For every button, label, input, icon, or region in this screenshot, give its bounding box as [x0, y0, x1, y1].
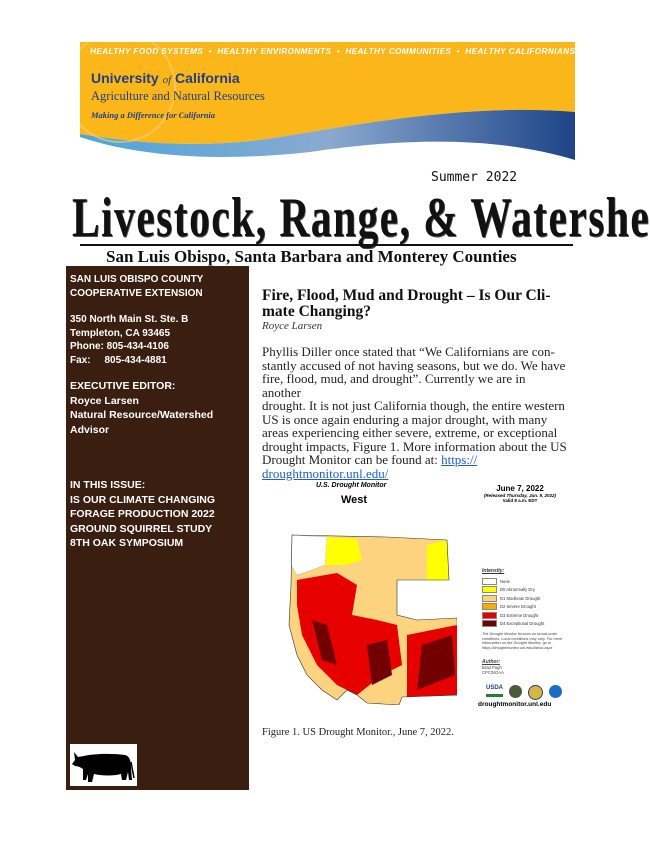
tagline-californians: HEALTHY CALIFORNIANS [465, 47, 576, 56]
office-block: SAN LUIS OBISPO COUNTY COOPERATIVE EXTEN… [70, 273, 203, 300]
office-line: SAN LUIS OBISPO COUNTY [70, 274, 204, 285]
legend-item: D3 Extreme Drought [482, 611, 544, 620]
legend-title: Intensity: [482, 568, 505, 574]
editor-heading: EXECUTIVE EDITOR: [70, 380, 176, 392]
body-line: fire, flood, mud, and drought”. Currentl… [262, 371, 526, 400]
body-line: Drought Monitor can be found at: [262, 452, 442, 467]
org-name-part2: California [175, 70, 240, 86]
division-name: Agriculture and Natural Resources [91, 89, 265, 103]
sidebar: SAN LUIS OBISPO COUNTY COOPERATIVE EXTEN… [66, 266, 249, 790]
figure-released: (Released Thursday, Jun. 9, 2022) [483, 493, 557, 498]
fax: Fax: 805-434-4881 [70, 354, 167, 366]
phone: Phone: 805-434-4106 [70, 341, 169, 352]
address-line: 350 North Main St. Ste. B [70, 314, 189, 325]
figure-caption: Figure 1. US Drought Monitor., June 7, 2… [262, 727, 454, 738]
noaa-logo [549, 685, 563, 698]
map-d4-area [312, 620, 337, 665]
body-line: drought. It is not just California thoug… [262, 398, 565, 413]
editor-title: Natural Resource/Watershed [70, 409, 214, 421]
drought-map [288, 534, 457, 705]
tagline-environments: HEALTHY ENVIRONMENTS [217, 47, 332, 56]
issue-season: Summer 2022 [431, 170, 518, 185]
legend-item: D0 Abnormally Dry [482, 586, 544, 595]
issue-item: 8TH OAK SYMPOSIUM [70, 537, 184, 549]
legend-label: D4 Exceptional Drought [500, 621, 545, 627]
map-d0-area [325, 537, 362, 565]
editor-name: Royce Larsen [70, 394, 139, 407]
legend-label: D2 Severe Drought [500, 604, 536, 610]
article-heading-line: Fire, Flood, Mud and Drought – Is Our Cl… [262, 287, 551, 304]
legend-label: None [500, 578, 511, 584]
body-line: drought impacts, Figure 1. More informat… [262, 438, 567, 454]
legend-item: D4 Exceptional Drought [482, 620, 544, 629]
cow-icon [70, 744, 137, 786]
map-outline [288, 534, 457, 705]
article-body: Phyllis Diller once stated that “We Cali… [262, 345, 567, 480]
drought-monitor-link[interactable]: https:// [441, 452, 478, 467]
article-heading: Fire, Flood, Mud and Drought – Is Our Cl… [262, 288, 567, 320]
author-label: Author: [482, 659, 501, 665]
map-d0-area [427, 540, 449, 580]
legend-label: D1 Moderate Drought [500, 595, 541, 601]
body-line: US is once again enduring a major drough… [262, 411, 548, 427]
author-name: Brad Pugh [482, 665, 502, 670]
editor-title: Advisor [70, 423, 110, 436]
figure-date-block: June 7, 2022 (Released Thursday, Jun. 9,… [470, 484, 570, 503]
legend-item: D2 Severe Drought [482, 603, 544, 612]
body-line: areas experiencing either severe, extrem… [262, 425, 558, 440]
tagline-food: HEALTHY FOOD SYSTEMS [90, 47, 204, 56]
issue-heading: IN THIS ISSUE: [70, 479, 146, 491]
agency-logos: USDA [486, 685, 563, 700]
issue-item: GROUND SQUIRREL STUDY [70, 522, 213, 535]
legend-item: None [482, 577, 544, 586]
legend-label: D0 Abnormally Dry [500, 587, 535, 593]
drought-monitor-link[interactable]: droughtmonitor.unl.edu/ [262, 465, 389, 481]
author-org: CPC/NOAA [482, 670, 504, 675]
article-heading-line: mate Changing? [262, 303, 371, 320]
nidis-logo [509, 685, 523, 698]
legend-label: D3 Extreme Drought [500, 612, 539, 618]
usda-logo: USDA [486, 685, 504, 697]
map-d4-area [367, 640, 392, 685]
article-author: Royce Larsen [262, 320, 323, 332]
banner-taglines: HEALTHY FOOD SYSTEMS • HEALTHY ENVIRONME… [90, 47, 576, 56]
editor-block: EXECUTIVE EDITOR: Royce Larsen Natural R… [70, 379, 213, 437]
figure-region: West [341, 494, 368, 506]
title-rule [80, 244, 573, 246]
commerce-logo [528, 685, 544, 700]
org-name-part1: University [91, 70, 159, 86]
motto: Making a Difference for California [91, 110, 216, 120]
office-line: COOPERATIVE EXTENSION [70, 287, 203, 299]
drought-monitor-url: droughtmonitor.unl.edu [478, 701, 552, 708]
body-line: Phyllis Diller once stated that “We Cali… [262, 344, 555, 359]
newsletter-subtitle: San Luis Obispo, Santa Barbara and Monte… [106, 247, 517, 266]
map-note: The Drought Monitor focuses on broad-sca… [482, 632, 563, 650]
map-legend: Intensity: None D0 Abnormally Dry D1 Mod… [482, 568, 544, 628]
legend-item: D1 Moderate Drought [482, 594, 544, 603]
address-line: Templeton, CA 93465 [70, 327, 171, 339]
body-line: stantly accused of not having seasons, b… [262, 357, 566, 373]
map-author: Author: Brad Pugh CPC/NOAA [482, 659, 504, 676]
uc-anr-banner [80, 42, 575, 160]
figure-title: U.S. Drought Monitor [316, 482, 387, 489]
issue-item: FORAGE PRODUCTION 2022 [70, 508, 215, 520]
issue-item: IS OUR CLIMATE CHANGING [70, 493, 216, 506]
org-name-of: of [162, 74, 172, 86]
map-d4-area [417, 635, 455, 690]
org-name: University of California [91, 70, 240, 86]
figure-valid: Valid 8 a.m. EDT [502, 498, 538, 503]
newsletter-title: Livestock, Range, & Watershed [72, 187, 650, 249]
in-this-issue: IN THIS ISSUE: IS OUR CLIMATE CHANGING F… [70, 478, 215, 551]
figure-date: June 7, 2022 [496, 484, 544, 493]
address-block: 350 North Main St. Ste. B Templeton, CA … [70, 313, 188, 367]
tagline-communities: HEALTHY COMMUNITIES [345, 47, 452, 56]
